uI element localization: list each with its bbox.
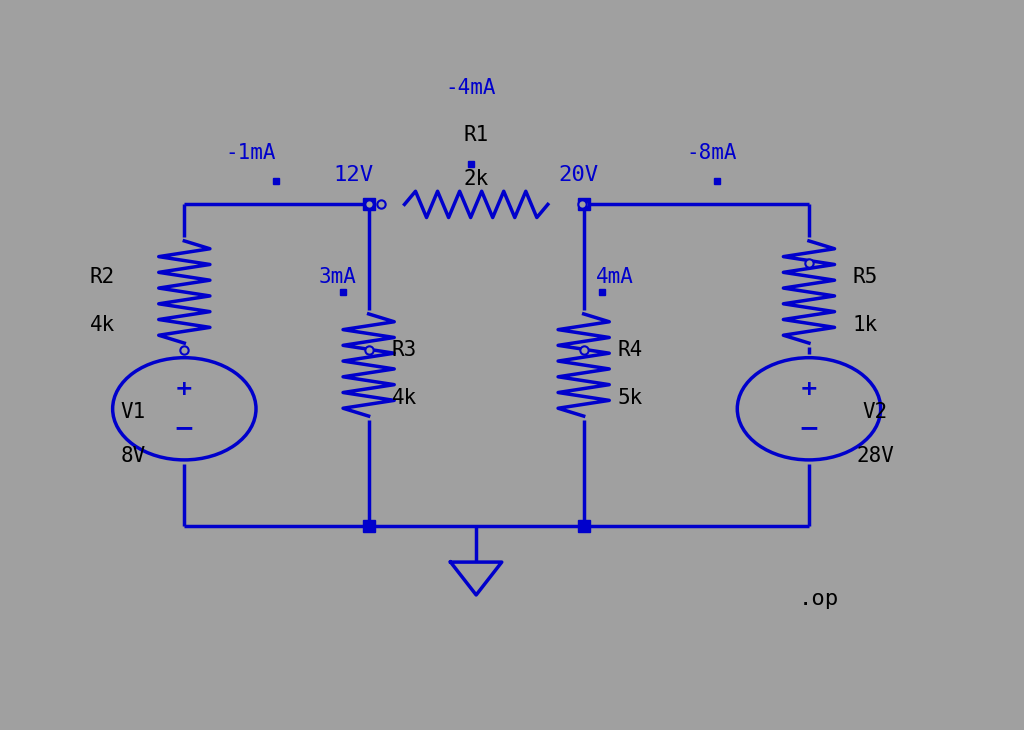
Text: −: −	[799, 416, 819, 440]
Text: R3: R3	[392, 340, 417, 361]
Text: 4k: 4k	[392, 388, 417, 408]
Text: −: −	[174, 416, 195, 440]
Text: 20V: 20V	[558, 165, 599, 185]
Text: +: +	[175, 380, 194, 399]
Text: 1k: 1k	[853, 315, 878, 335]
Text: 3mA: 3mA	[319, 267, 356, 288]
Text: 8V: 8V	[121, 446, 145, 466]
Text: R2: R2	[90, 267, 115, 288]
Text: 4k: 4k	[90, 315, 115, 335]
Text: 4mA: 4mA	[596, 267, 633, 288]
Text: 12V: 12V	[333, 165, 374, 185]
Text: -4mA: -4mA	[445, 77, 497, 98]
Text: R4: R4	[617, 340, 642, 361]
Text: .op: .op	[799, 588, 840, 609]
Text: -1mA: -1mA	[225, 143, 276, 164]
Text: -8mA: -8mA	[686, 143, 737, 164]
Text: 2k: 2k	[464, 169, 488, 189]
Text: V1: V1	[121, 402, 145, 423]
Text: V2: V2	[863, 402, 888, 423]
Text: 5k: 5k	[617, 388, 642, 408]
Text: +: +	[800, 380, 818, 399]
Text: 28V: 28V	[857, 446, 894, 466]
Text: R5: R5	[853, 267, 878, 288]
Text: R1: R1	[464, 125, 488, 145]
